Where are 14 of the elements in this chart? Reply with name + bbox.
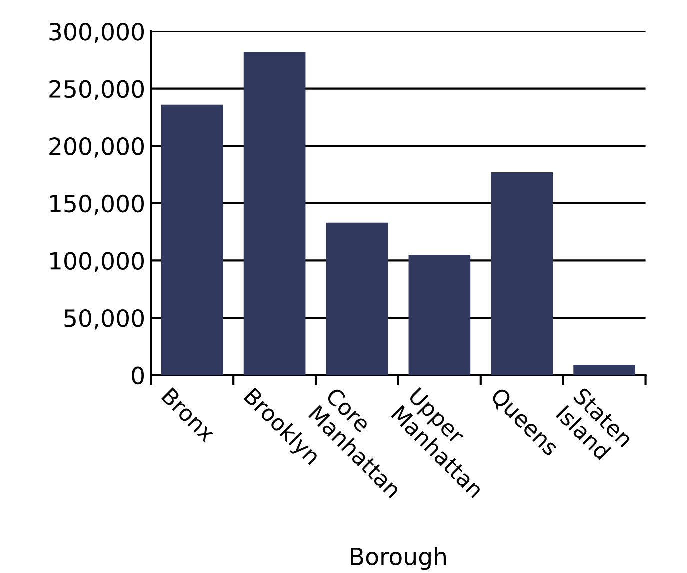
y-tick-label: 100,000 xyxy=(50,252,144,272)
bar xyxy=(244,52,306,376)
bar xyxy=(574,365,636,376)
y-tick-label: 0 xyxy=(132,366,144,385)
bar xyxy=(491,172,554,376)
bar xyxy=(326,222,388,376)
y-tick-label: 50,000 xyxy=(64,309,144,330)
bar xyxy=(161,104,224,376)
x-axis-title: Borough xyxy=(351,547,446,570)
y-tick-label: 200,000 xyxy=(50,138,144,158)
y-tick-label: 300,000 xyxy=(50,22,144,44)
y-tick-label: 250,000 xyxy=(50,80,144,101)
y-tick-label: 150,000 xyxy=(50,194,144,216)
bar xyxy=(408,254,471,376)
